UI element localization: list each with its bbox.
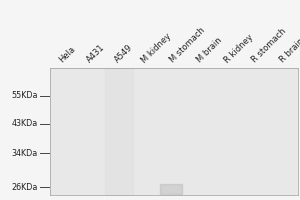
Text: M stomach: M stomach <box>168 26 206 65</box>
Text: M brain: M brain <box>195 36 224 65</box>
Text: Hela: Hela <box>57 45 77 65</box>
Text: R kidney: R kidney <box>223 32 255 65</box>
Text: R brain: R brain <box>278 37 300 65</box>
Text: 55KDa: 55KDa <box>11 91 38 100</box>
Text: 34KDa: 34KDa <box>11 149 38 158</box>
Text: R stomach: R stomach <box>250 27 288 65</box>
Text: A549: A549 <box>112 43 134 65</box>
Text: 43KDa: 43KDa <box>11 119 38 128</box>
Text: A431: A431 <box>85 43 106 65</box>
Text: 26KDa: 26KDa <box>11 183 38 192</box>
Text: M kidney: M kidney <box>140 31 173 65</box>
